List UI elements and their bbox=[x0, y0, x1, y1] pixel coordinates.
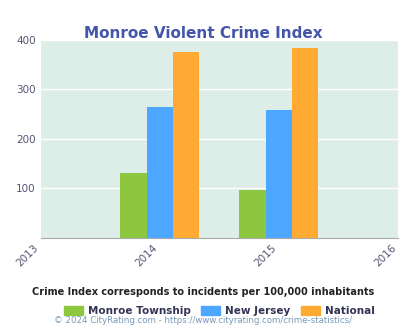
Legend: Monroe Township, New Jersey, National: Monroe Township, New Jersey, National bbox=[60, 302, 378, 320]
Text: Monroe Violent Crime Index: Monroe Violent Crime Index bbox=[83, 26, 322, 41]
Bar bbox=[173, 52, 198, 238]
Bar bbox=[120, 173, 146, 238]
Bar bbox=[291, 48, 317, 238]
Text: © 2024 CityRating.com - https://www.cityrating.com/crime-statistics/: © 2024 CityRating.com - https://www.city… bbox=[54, 315, 351, 325]
Bar bbox=[265, 110, 291, 238]
Text: Crime Index corresponds to incidents per 100,000 inhabitants: Crime Index corresponds to incidents per… bbox=[32, 287, 373, 297]
Bar bbox=[146, 108, 173, 238]
Bar bbox=[239, 190, 265, 238]
